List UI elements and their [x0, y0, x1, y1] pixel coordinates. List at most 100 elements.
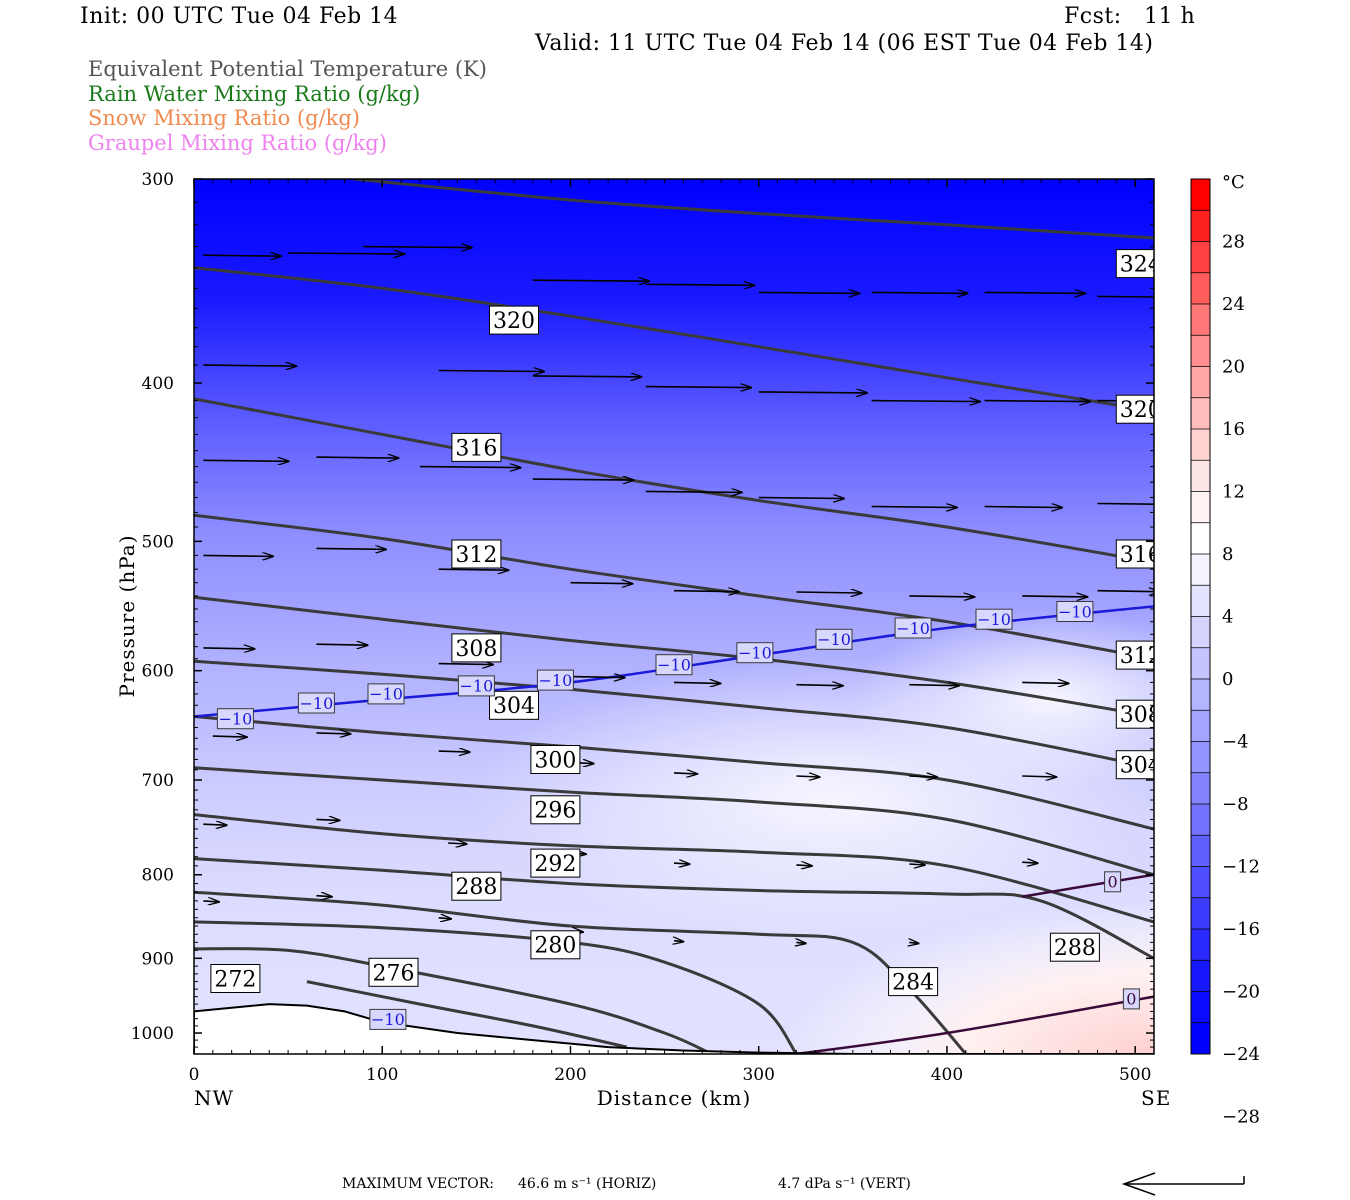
temperature-label-box: [655, 654, 693, 676]
theta-e-label-288: 288: [1054, 936, 1096, 961]
temperature-label: −10: [300, 694, 334, 713]
wind-vector: [203, 460, 288, 461]
wind-vector: [316, 819, 339, 820]
wind-vector: [673, 863, 690, 864]
colorbar-tick-label: −24: [1222, 1044, 1260, 1065]
wind-vector: [203, 901, 219, 902]
temperature-label: −10: [896, 619, 930, 638]
theta-e-label-276-box: [368, 957, 419, 987]
wind-vector: [796, 865, 812, 866]
wind-vector: [212, 736, 247, 737]
warm-region: [780, 900, 1154, 1054]
x-tick-label: 300: [742, 1065, 774, 1085]
wind-vector: [438, 371, 544, 372]
theta-e-label-312-box: [451, 539, 502, 569]
colorbar-segment: [1191, 335, 1210, 367]
temperature-label: −10: [219, 709, 253, 728]
wind-vector: [363, 247, 472, 248]
colorbar-segment: [1191, 522, 1210, 555]
colorbar-segment: [1191, 397, 1210, 430]
init-time: Init: 00 UTC Tue 04 Feb 14: [80, 4, 399, 29]
wind-vector: [316, 896, 332, 897]
theta-e-label-304-box: [1115, 750, 1154, 780]
y-axis: 300 400 500 600 700 800 900 1000: [131, 170, 1154, 1048]
temperature-label: −10: [977, 610, 1011, 629]
theta-e-label-312-box: [1115, 640, 1154, 670]
colorbar-segment: [1191, 804, 1210, 836]
wind-vector: [1022, 862, 1037, 863]
x-tick-label: 0: [189, 1065, 200, 1085]
wind-vector: [532, 376, 642, 377]
wind-vector: [796, 776, 819, 777]
colorbar-segment: [1191, 741, 1210, 774]
theta-e-label-316-box: [451, 432, 502, 462]
wind-vector: [438, 918, 451, 919]
theta-e-label-304: 304: [1120, 754, 1162, 779]
x-tick-label: 400: [931, 1065, 963, 1085]
temperature-label: −10: [371, 1010, 405, 1029]
temperature-label-box: [815, 628, 853, 650]
colorbar-segment: [1191, 835, 1210, 867]
y-tick-label: 700: [142, 771, 174, 791]
wind-vector: [570, 677, 625, 678]
theta-e-label-288-box: [451, 871, 502, 901]
wind-vector: [1022, 776, 1056, 777]
theta-e-labels: 324 320 320 316 316 312 312 308 308 304 304 300 296 2…: [210, 249, 1162, 997]
x-tick-label: 100: [366, 1065, 398, 1085]
colorbar-segment: [1191, 585, 1210, 617]
theta-e-label-320-box: [489, 305, 539, 335]
pale-region-upper: [850, 610, 1154, 790]
theta-e-contour-308: [194, 595, 1154, 718]
temperature-labels: −10 −10 −10 −10 −10 −10 −10 −10 −10 −10 −10 −10 0 0: [216, 601, 1140, 1030]
wind-vector: [871, 507, 957, 508]
theta-e-contour-324: [353, 179, 1154, 240]
temperature-label-box: [975, 608, 1013, 630]
theta-e-contour-316: [194, 397, 1154, 564]
temperature-label: 0: [1126, 990, 1136, 1009]
theta-e-label-312: 312: [1120, 644, 1162, 669]
wind-vector: [645, 284, 755, 285]
colorbar-segment: [1191, 366, 1210, 399]
temperature-label-box: [894, 617, 932, 639]
colorbar-tick-label: 24: [1222, 294, 1245, 315]
colorbar: 28 24 20 16 12 8 4 0 −4 −8 −12 −16 −20 −24 −28: [1190, 178, 1260, 1128]
colorbar-segment: [1191, 897, 1210, 930]
wind-vector: [532, 280, 649, 281]
x-tick-label: 200: [554, 1065, 586, 1085]
theta-e-contour-304: [194, 659, 1154, 770]
terrain: [194, 1003, 1154, 1054]
colorbar-segment: [1191, 272, 1210, 305]
y-tick-label: 500: [142, 532, 174, 552]
temperature-label: −10: [369, 685, 403, 704]
wind-vector: [909, 685, 959, 686]
temperature-label-box: [1104, 871, 1122, 893]
wind-vector: [645, 491, 742, 492]
colorbar-segment: [1191, 304, 1210, 336]
colorbar-segment: [1191, 929, 1210, 961]
colorbar-tick-label: −8: [1222, 794, 1249, 815]
temperature-label-box: [297, 692, 335, 714]
wind-vector: [871, 292, 968, 293]
colorbar-tick-label: −12: [1222, 857, 1260, 878]
y-tick-label: 1000: [131, 1024, 174, 1044]
theta-e-label-320: 320: [1120, 398, 1162, 423]
colorbar-tick-label: −20: [1222, 982, 1260, 1003]
wind-vector: [796, 592, 861, 593]
colorbar-segment: [1191, 210, 1210, 242]
temperature-contour-0: [1021, 873, 1154, 898]
wind-vector: [758, 392, 868, 393]
colorbar-tick-label: 4: [1222, 607, 1233, 628]
x-axis: 0 100 200 300 400 500: [189, 179, 1155, 1085]
theta-e-label-316-box: [1115, 539, 1154, 569]
theta-e-label-312: 312: [455, 543, 497, 568]
wind-vector: [532, 479, 634, 480]
theta-e-label-308: 308: [1120, 703, 1162, 728]
theta-e-label-296-box: [530, 795, 581, 825]
temperature-label: −10: [1058, 602, 1092, 621]
wind-vector: [316, 644, 367, 645]
colorbar-tick-label: 20: [1222, 357, 1245, 378]
temperature-label-box: [736, 642, 774, 664]
wind-vector: [758, 292, 860, 293]
wind-vector: [1097, 502, 1154, 505]
x-axis-label: Distance (km): [597, 1086, 752, 1110]
